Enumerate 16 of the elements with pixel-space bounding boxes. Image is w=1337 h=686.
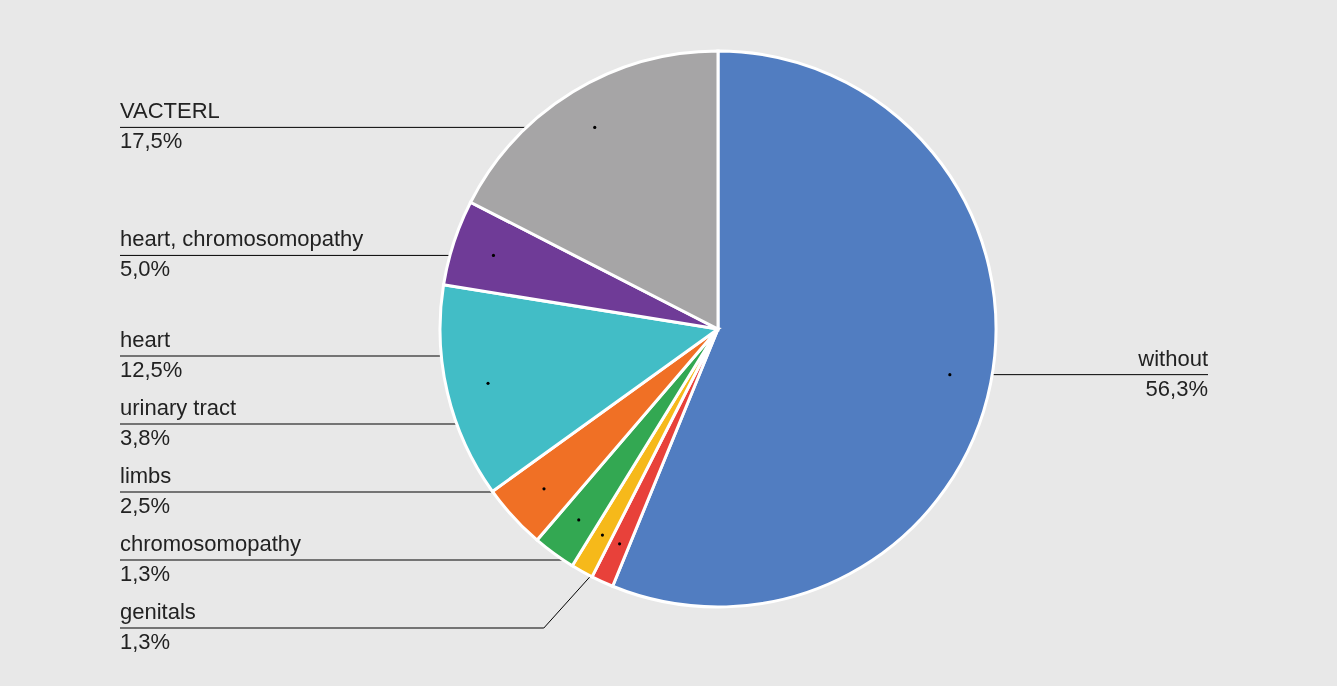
slice-label: heart [120, 327, 171, 352]
slice-label: chromosomopathy [120, 531, 301, 556]
data-label: 1,3% [120, 629, 171, 654]
slice-label: limbs [120, 463, 172, 488]
data-label: 12,5% [120, 357, 183, 382]
slice-label: urinary tract [120, 395, 237, 420]
data-label: 5,0% [120, 256, 171, 282]
slice-label: genitals [120, 599, 196, 624]
data-label: 1,3% [120, 561, 171, 586]
slice-label: heart, chromosomopathy [120, 226, 364, 252]
data-label: 2,5% [120, 493, 171, 518]
slice-label: without [1137, 345, 1208, 371]
data-label: 3,8% [120, 425, 171, 450]
data-label: 56,3% [1145, 375, 1208, 401]
data-label: 17,5% [120, 128, 183, 154]
slice-label: VACTERL [120, 98, 220, 124]
